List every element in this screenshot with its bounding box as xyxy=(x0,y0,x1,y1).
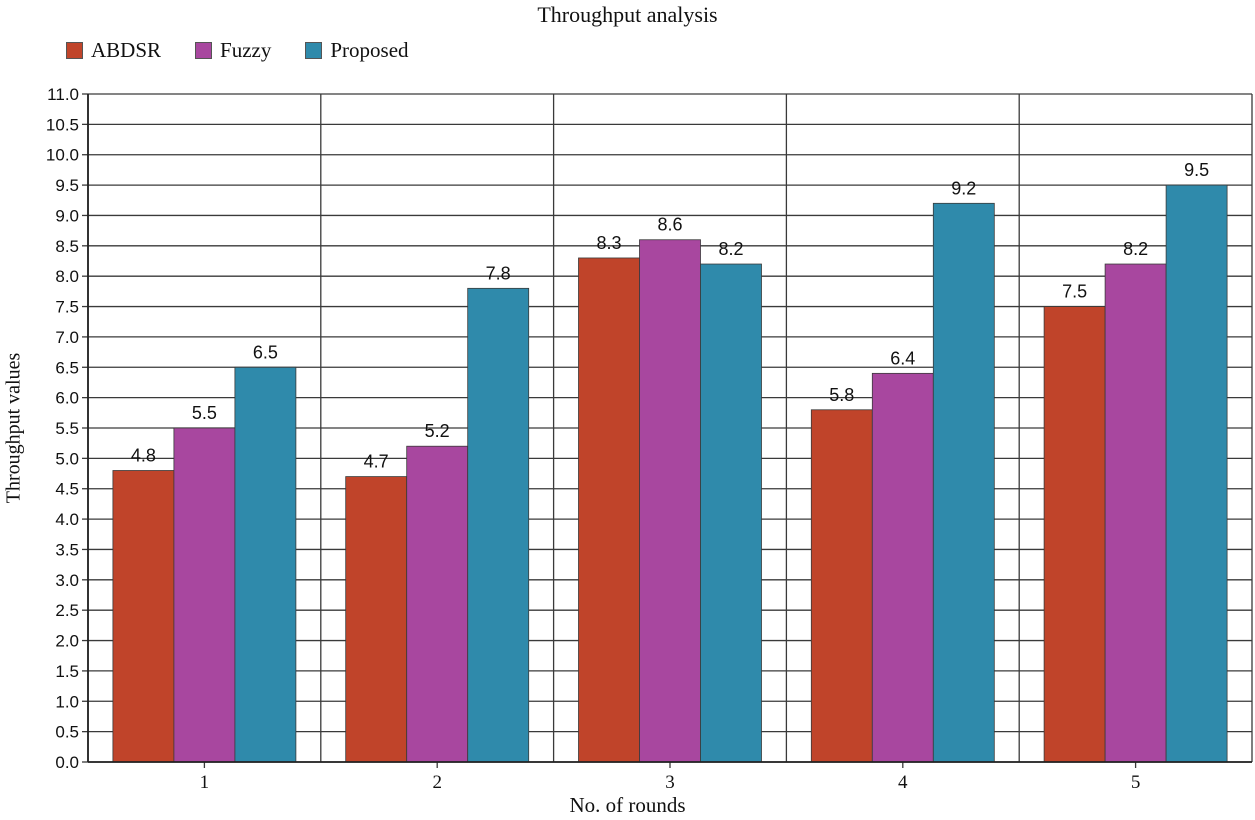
chart-title: Throughput analysis xyxy=(537,2,718,27)
data-label-fuzzy-round-1: 5.5 xyxy=(192,403,217,423)
y-tick-label: 5.5 xyxy=(55,419,79,438)
data-label-fuzzy-round-2: 5.2 xyxy=(425,421,450,441)
y-tick-label: 1.5 xyxy=(55,662,79,681)
legend-item-proposed: Proposed xyxy=(305,38,409,63)
legend-item-fuzzy: Fuzzy xyxy=(195,38,271,63)
data-label-abdsr-round-3: 8.3 xyxy=(596,233,621,253)
data-label-abdsr-round-5: 7.5 xyxy=(1062,282,1087,302)
bar-abdsr-round-2 xyxy=(345,476,408,763)
y-tick-label: 7.0 xyxy=(55,328,79,347)
data-label-fuzzy-round-5: 8.2 xyxy=(1123,239,1148,259)
y-tick-label: 10.5 xyxy=(46,115,79,134)
legend-swatch-proposed xyxy=(305,42,323,59)
y-tick-label: 11.0 xyxy=(47,85,79,104)
data-label-proposed-round-1: 6.5 xyxy=(253,342,278,362)
bar-proposed-round-3 xyxy=(700,263,762,763)
data-label-proposed-round-2: 7.8 xyxy=(486,263,511,283)
y-tick-label: 2.0 xyxy=(55,632,79,651)
data-label-proposed-round-5: 9.5 xyxy=(1184,160,1209,180)
y-tick-label: 3.5 xyxy=(55,540,79,559)
data-label-proposed-round-4: 9.2 xyxy=(951,178,976,198)
bar-fuzzy-round-2 xyxy=(406,445,469,763)
y-tick-label: 9.5 xyxy=(55,176,79,195)
legend-swatch-abdsr xyxy=(66,42,83,59)
bar-abdsr-round-5 xyxy=(1043,306,1106,763)
y-tick-label: 2.5 xyxy=(55,601,79,620)
y-tick-label: 0.5 xyxy=(55,723,79,742)
legend-item-abdsr: ABDSR xyxy=(66,38,161,63)
data-label-abdsr-round-4: 5.8 xyxy=(829,385,854,405)
y-tick-label: 7.5 xyxy=(55,298,79,317)
x-tick-label: 1 xyxy=(200,772,210,793)
legend-label-abdsr: ABDSR xyxy=(91,38,162,62)
y-tick-label: 6.0 xyxy=(55,389,79,408)
x-tick-label: 4 xyxy=(898,772,908,793)
y-tick-label: 4.5 xyxy=(55,480,79,499)
y-tick-label: 5.0 xyxy=(55,449,79,468)
bar-abdsr-round-3 xyxy=(578,257,640,763)
x-tick-label: 3 xyxy=(665,772,675,793)
data-label-abdsr-round-1: 4.8 xyxy=(131,446,156,466)
legend: ABDSR Fuzzy Proposed xyxy=(66,38,409,63)
y-tick-label: 8.5 xyxy=(55,237,79,256)
y-tick-label: 10.0 xyxy=(46,146,79,165)
bar-proposed-round-2 xyxy=(467,287,530,763)
data-label-fuzzy-round-3: 8.6 xyxy=(657,215,682,235)
x-tick-label: 2 xyxy=(432,772,442,793)
y-tick-label: 4.0 xyxy=(55,510,79,529)
bar-abdsr-round-4 xyxy=(810,409,873,763)
legend-swatch-fuzzy xyxy=(195,42,213,59)
y-tick-label: 1.0 xyxy=(55,692,79,711)
bar-fuzzy-round-5 xyxy=(1104,263,1167,763)
bar-fuzzy-round-1 xyxy=(173,427,236,763)
bar-fuzzy-round-3 xyxy=(639,239,701,763)
bar-proposed-round-5 xyxy=(1165,184,1228,763)
legend-label-fuzzy: Fuzzy xyxy=(220,38,272,62)
bar-fuzzy-round-4 xyxy=(871,372,934,763)
data-label-proposed-round-3: 8.2 xyxy=(718,239,743,259)
y-tick-label: 8.0 xyxy=(55,267,79,286)
x-axis-label: No. of rounds xyxy=(569,793,686,817)
legend-label-proposed: Proposed xyxy=(330,38,409,62)
y-tick-label: 0.0 xyxy=(55,753,79,772)
bar-abdsr-round-1 xyxy=(112,470,175,763)
y-tick-label: 9.0 xyxy=(55,206,79,225)
y-tick-label: 6.5 xyxy=(55,358,79,377)
bar-proposed-round-1 xyxy=(234,366,297,763)
data-label-fuzzy-round-4: 6.4 xyxy=(890,348,915,368)
bar-proposed-round-4 xyxy=(932,202,995,763)
y-tick-label: 3.0 xyxy=(55,571,79,590)
data-label-abdsr-round-2: 4.7 xyxy=(364,452,389,472)
x-tick-label: 5 xyxy=(1131,772,1141,793)
